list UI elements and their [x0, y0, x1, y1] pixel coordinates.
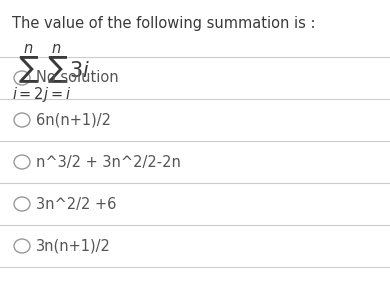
Text: 6n(n+1)/2: 6n(n+1)/2 [36, 112, 111, 127]
Text: n^3/2 + 3n^2/2-2n: n^3/2 + 3n^2/2-2n [36, 154, 181, 170]
Text: 3n(n+1)/2: 3n(n+1)/2 [36, 239, 111, 254]
Text: No solution: No solution [36, 71, 119, 85]
Text: The value of the following summation is :: The value of the following summation is … [12, 16, 316, 31]
Text: $\sum_{i=2}^{n}\sum_{j=i}^{n} 3i$: $\sum_{i=2}^{n}\sum_{j=i}^{n} 3i$ [12, 42, 90, 105]
Text: 3n^2/2 +6: 3n^2/2 +6 [36, 196, 116, 212]
